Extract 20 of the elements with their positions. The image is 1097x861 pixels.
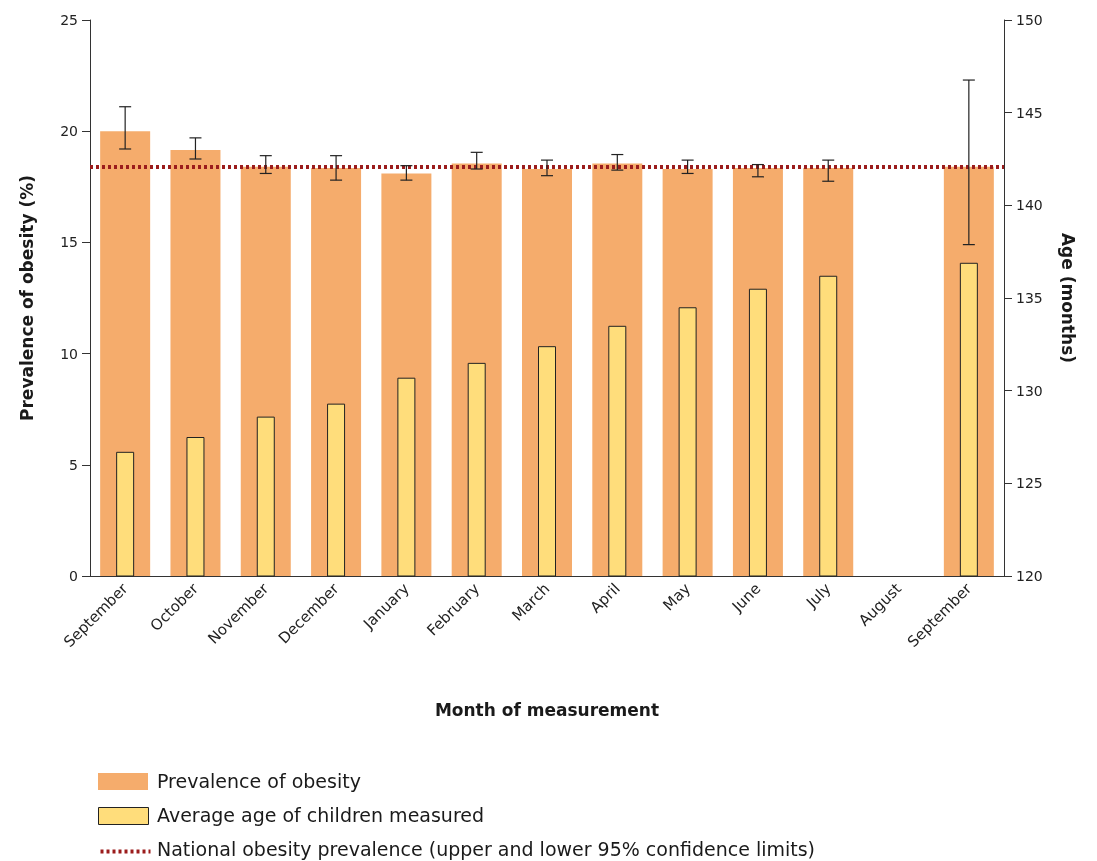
y2-tick-label: 140	[1016, 197, 1043, 214]
y-tick-label: 25	[60, 12, 78, 28]
y-tick-label: 10	[60, 345, 78, 362]
bar	[100, 131, 151, 576]
legend-label: Prevalence of obesity	[157, 769, 361, 792]
y-tick-label: 0	[69, 568, 78, 584]
x-axis-title: Month of measurement	[434, 699, 660, 720]
legend-label: National obesity prevalence (upper and lower 95% confidence limits)	[157, 837, 816, 860]
y2-tick-label: 120	[1016, 568, 1043, 584]
y-tick-label: 15	[60, 234, 78, 251]
y-tick-label: 5	[69, 456, 78, 473]
y2-tick-label: 130	[1016, 382, 1043, 399]
y-axis-title: Prevalence of obesity (%)	[16, 175, 37, 421]
y2-tick-label: 135	[1016, 290, 1043, 306]
legend-label: Average age of children measured	[157, 803, 485, 826]
y2-tick-label: 125	[1016, 475, 1043, 492]
y2-tick-label: 150	[1016, 12, 1043, 28]
y2-axis-title: Age (months)	[1057, 232, 1078, 364]
y-tick-label: 20	[60, 123, 78, 140]
y2-tick-label: 145	[1016, 104, 1043, 121]
